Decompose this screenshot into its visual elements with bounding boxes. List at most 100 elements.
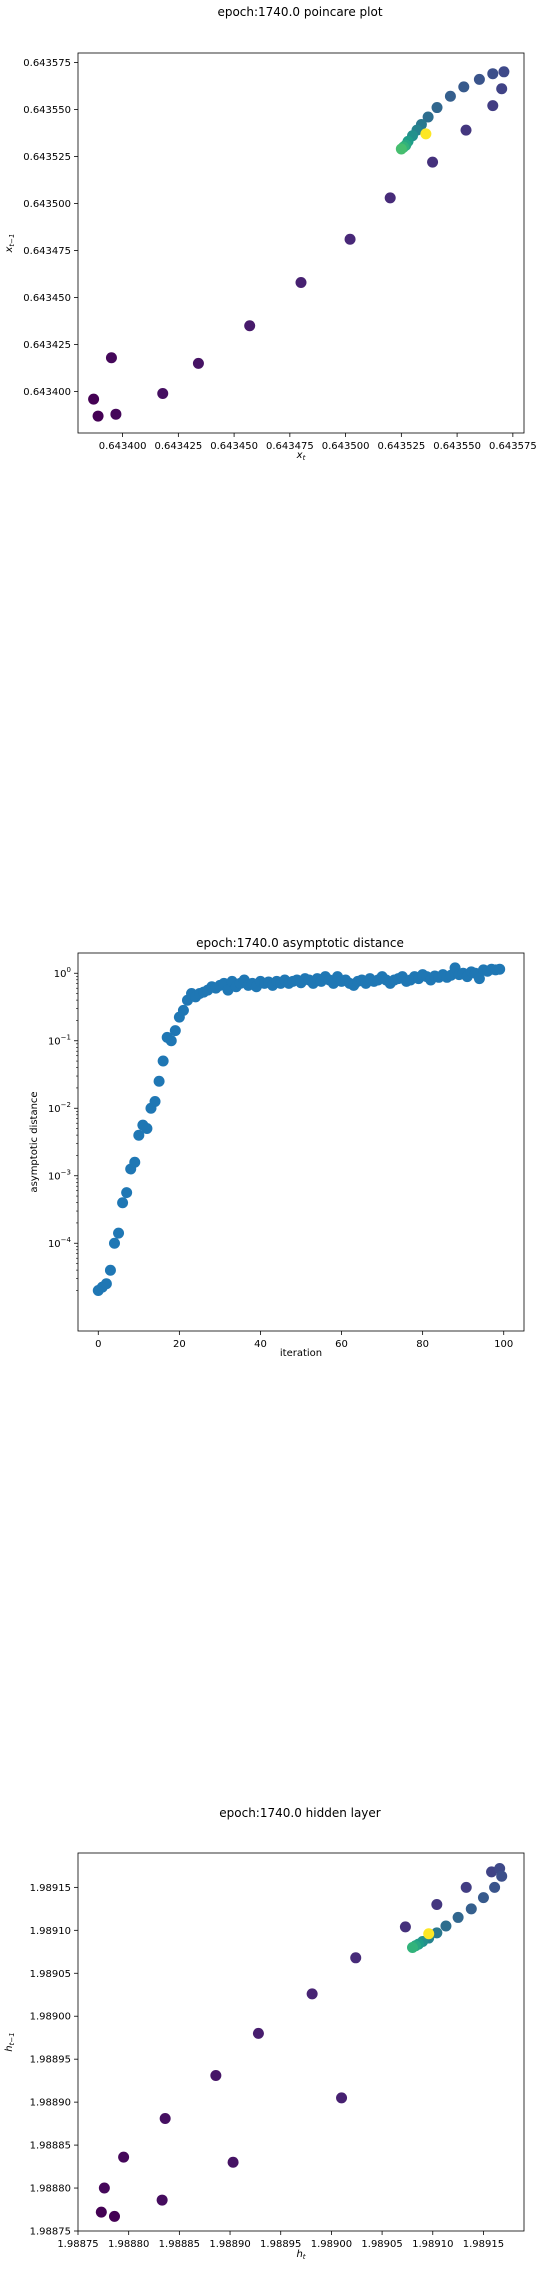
hidden-layer-points [95,1862,508,2222]
x-tick-label: 0.643450 [210,441,258,452]
x-tick-label: 1.98905 [361,2239,402,2250]
y-tick-label: 1.98890 [30,2098,71,2109]
scatter-point [496,83,508,95]
scatter-point [496,1870,508,1882]
hidden-layer-yticks: 1.98875 1.98880 1.98885 1.98890 1.98895 1.989… [30,1883,78,2238]
scatter-point [440,1920,452,1932]
x-tick-label: 1.98900 [311,2239,352,2250]
hidden-layer-title: epoch:1740.0 hidden layer [219,1806,381,1820]
scatter-point [117,1197,129,1209]
y-tick-label: 0.643575 [23,58,71,69]
scatter-point [192,357,204,369]
scatter-point [165,1035,177,1047]
scatter-point [487,100,499,112]
scatter-point [336,2092,348,2104]
x-tick-label: 0 [95,1339,101,1350]
x-tick-label: 0.643400 [99,441,147,452]
scatter-point [121,1187,133,1199]
y-tick-label: 10−1 [48,1033,71,1047]
scatter-point [153,1075,165,1087]
x-tick-label: 1.98880 [108,2239,149,2250]
x-tick-label: 1.98915 [463,2239,504,2250]
x-tick-label: 0.643550 [433,441,481,452]
y-tick-label: 1.98910 [30,1926,71,1937]
poincare-plot-yticks: 0.643400 0.643425 0.643450 0.643475 0.643500… [23,58,78,398]
asymptotic-distance-plot: epoch:1740.0 asymptotic distance 0 20 40 60… [29,936,525,1359]
scatter-point [384,192,396,204]
y-tick-label: 1.98905 [30,1969,71,1980]
x-tick-label: 1.98910 [412,2239,453,2250]
scatter-point [113,1227,125,1239]
scatter-point [306,1988,318,2000]
asymptotic-distance-title: epoch:1740.0 asymptotic distance [196,936,404,950]
y-tick-label: 0.643425 [23,340,71,351]
y-tick-label: 0.643500 [23,199,71,210]
scatter-point [104,1264,116,1276]
poincare-plot-points [88,66,510,422]
hidden-layer-xticks: 1.98875 1.98880 1.98885 1.98890 1.98895 1.989… [57,2231,504,2250]
scatter-point [210,2070,222,2082]
x-tick-label: 60 [335,1339,348,1350]
scatter-point [431,102,443,114]
scatter-point [295,277,307,289]
asymptotic-distance-yticks: 100 10−1 10−2 10−3 10−4 [48,966,78,1291]
y-tick-label: 100 [54,966,71,980]
asymptotic-distance-frame [77,952,525,1332]
x-tick-label: 80 [416,1339,429,1350]
scatter-point [422,111,434,123]
scatter-point [473,973,485,985]
poincare-plot-xticks: 0.643400 0.643425 0.643450 0.643475 0.643500… [99,433,537,452]
scatter-point [344,233,356,245]
scatter-point [473,73,485,85]
scatter-point [159,2112,171,2124]
scatter-point [465,1903,477,1915]
y-tick-label: 1.98915 [30,1883,71,1894]
scatter-point [88,393,100,405]
scatter-point [157,1055,169,1067]
scatter-point [452,1911,464,1923]
x-tick-label: 100 [494,1339,513,1350]
scatter-point [98,2182,110,2194]
scatter-point [177,1004,189,1016]
scatter-point [157,387,169,399]
scatter-point [460,124,472,136]
poincare-plot: epoch:1740.0 poincare plot 0.643400 0.643… [4,5,537,462]
x-tick-label: 20 [173,1339,186,1350]
x-tick-label: 0.643475 [266,441,314,452]
scatter-point [92,410,104,422]
scatter-point [407,1942,418,1953]
scatter-point [105,352,117,364]
y-tick-label: 0.643550 [23,105,71,116]
hidden-layer-plot: epoch:1740.0 hidden layer 1.98875 1.98880… [4,1806,525,2261]
scatter-point [149,1096,161,1107]
x-tick-label: 0.643525 [377,441,425,452]
y-tick-label: 1.98885 [30,2141,71,2152]
y-tick-label: 0.643525 [23,152,71,163]
y-tick-label: 10−2 [48,1101,71,1115]
x-tick-label: 0.643500 [322,441,370,452]
y-tick-label: 1.98895 [30,2055,71,2066]
scatter-point [129,1156,141,1168]
x-tick-label: 1.98875 [57,2239,98,2250]
hidden-layer-frame [77,1852,525,2232]
scatter-point [227,2156,239,2168]
scatter-point [477,1892,489,1904]
scatter-point [141,1123,153,1134]
scatter-point [156,2194,168,2206]
poincare-plot-frame [77,52,525,434]
scatter-point [431,1927,443,1939]
scatter-point [108,1237,120,1249]
y-tick-label: 0.643400 [23,387,71,398]
x-tick-label: 1.98895 [260,2239,301,2250]
y-tick-label: 10−3 [48,1168,71,1182]
scatter-point [460,1881,472,1893]
x-tick-label: 40 [254,1339,267,1350]
asymptotic-distance-xlabel: iteration [280,1348,322,1359]
scatter-point [444,90,456,102]
scatter-point [100,1278,112,1290]
x-tick-label: 1.98885 [159,2239,200,2250]
scatter-point [95,2206,107,2218]
y-tick-label: 0.643475 [23,246,71,257]
scatter-point [423,1928,435,1940]
asymptotic-distance-xticks: 0 20 40 60 80 100 [95,1331,513,1350]
